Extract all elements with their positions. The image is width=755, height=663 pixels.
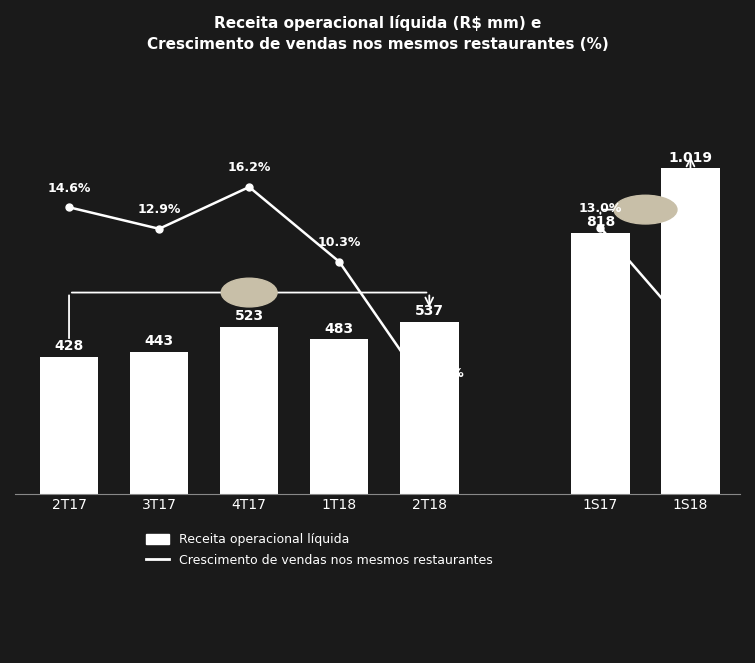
Text: 0.0%: 0.0% — [430, 367, 464, 379]
Text: 523: 523 — [235, 309, 263, 323]
Text: 13.0%: 13.0% — [579, 202, 622, 215]
Text: 4.8%: 4.8% — [673, 306, 707, 319]
Bar — [40, 357, 98, 493]
Bar — [661, 168, 720, 493]
Bar — [220, 327, 279, 493]
Text: 16.2%: 16.2% — [227, 161, 271, 174]
Text: 10.3%: 10.3% — [318, 236, 361, 249]
Text: 818: 818 — [586, 215, 615, 229]
Title: Receita operacional líquida (R$ mm) e
Crescimento de vendas nos mesmos restauran: Receita operacional líquida (R$ mm) e Cr… — [146, 15, 609, 52]
Text: 537: 537 — [414, 304, 444, 318]
Bar — [310, 339, 368, 493]
Text: 443: 443 — [144, 334, 174, 348]
Bar — [130, 352, 188, 493]
Ellipse shape — [614, 196, 677, 224]
Bar — [571, 233, 630, 493]
Ellipse shape — [221, 278, 277, 307]
Text: 14.6%: 14.6% — [48, 182, 91, 195]
Text: 1.019: 1.019 — [668, 151, 713, 164]
Legend: Receita operacional líquida, Crescimento de vendas nos mesmos restaurantes: Receita operacional líquida, Crescimento… — [146, 534, 492, 567]
Text: 428: 428 — [54, 339, 84, 353]
Bar — [400, 322, 458, 493]
Text: 483: 483 — [325, 322, 354, 335]
Text: 12.9%: 12.9% — [137, 203, 180, 216]
